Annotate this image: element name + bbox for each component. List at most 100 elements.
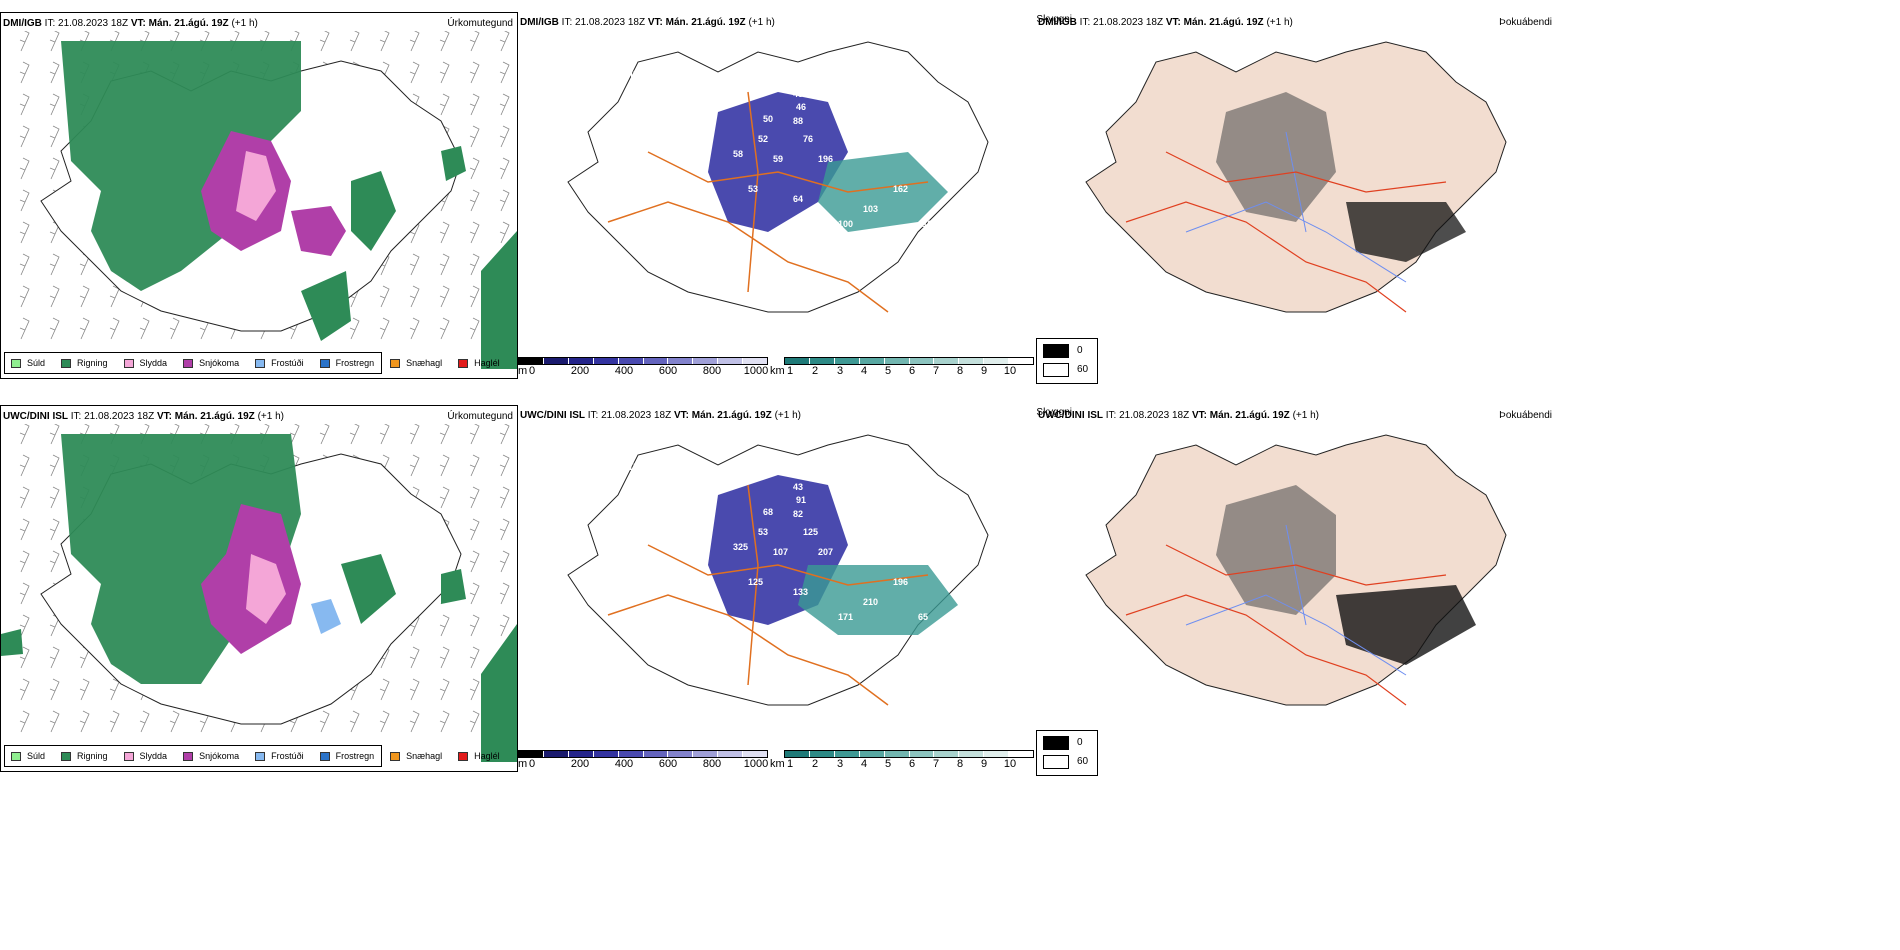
wind-barb [499,93,510,116]
wind-barb [19,189,30,212]
precip-map-2 [1,424,517,762]
wind-barb [409,317,420,340]
wind-barb [19,31,30,52]
legend-swatch [183,751,194,761]
visibility-value: 30 [848,517,858,527]
wind-barb [469,550,480,573]
legend-item-sleet: Slydda [123,358,168,368]
legend-item-freezing-drizzle: Frostúði [255,358,304,368]
wind-barb [49,285,60,308]
wind-barb [49,157,60,180]
wind-barb [109,710,120,733]
header-fog-2: UWC/DINI ISL IT: 21.08.2023 18Z VT: Mán.… [1038,410,1319,421]
wind-barb [379,31,390,52]
visibility-value: 17 [608,184,618,194]
wind-barb [409,710,420,733]
wind-barb [469,157,480,180]
fog-panel-1: DMI/IGB IT: 21.08.2023 18Z VT: Mán. 21.á… [1036,12,1556,379]
legend-label: Slydda [139,358,168,368]
wind-barb [499,189,510,212]
visibility-value: 51 [608,462,618,472]
visibility-value: 21 [948,502,958,512]
wind-barb [469,221,480,244]
visibility-value: 51 [858,94,868,104]
visibility-value: 53 [748,184,758,194]
fog-legend-1: 0 60 [1036,338,1098,384]
legend-label: Súld [27,751,46,761]
visibility-value: 15 [628,462,638,472]
legend-swatch [123,751,134,761]
legend-swatch [458,751,469,761]
wind-barb [499,221,510,244]
wind-barb [19,646,30,669]
wind-barb [439,253,450,276]
visibility-value: 88 [793,116,803,126]
fog-legend-2: 0 60 [1036,730,1098,776]
visibility-value: 186 [878,537,893,547]
legend-swatch [11,358,21,368]
wind-barb [319,710,330,733]
wind-barb [499,582,510,605]
wind-barb [49,31,60,52]
wind-barb [49,454,60,477]
wind-barb [319,31,330,52]
low-visibility-area [708,92,848,232]
wind-barb [409,454,420,477]
wind-barb [49,518,60,541]
visibility-value: 213 [793,224,808,234]
wind-barb [439,710,450,733]
wind-barb [19,125,30,148]
precip-title: Úrkomutegund [447,18,513,29]
visibility-value: 197 [943,224,958,234]
roads [607,484,929,706]
wind-barb [19,518,30,541]
visibility-value: 24 [938,677,948,687]
wind-barb [139,317,150,340]
legend-swatch [319,751,330,761]
legend-label: Rigning [77,358,108,368]
wind-barb [49,317,60,340]
visibility-value: 325 [733,542,748,552]
rivers [1185,524,1407,676]
wind-barb [19,253,30,276]
legend-swatch [183,358,194,368]
legend-item-rain: Rigning [61,358,108,368]
legend-swatch [458,358,469,368]
legend-item-hail: Haglél [458,751,500,761]
wind-barb [439,486,450,509]
rain-south [301,231,517,369]
visibility-value: 133 [793,587,808,597]
wind-barb [439,61,450,84]
wind-barb [469,486,480,509]
wind-barb [469,710,480,733]
visibility-title: Skyggni [1036,407,1072,418]
legend-swatch [390,358,401,368]
visibility-value: 59 [773,154,783,164]
wind-barb [439,93,450,116]
visibility-value: 151 [793,617,808,627]
visibility-value: 93 [878,144,888,154]
visibility-value: 76 [803,134,813,144]
wind-barb [379,285,390,308]
fog-shade-2 [1336,585,1476,665]
legend-item-snow: Snjókoma [183,751,239,761]
legend-item-freezing-rain: Frostregn [319,358,374,368]
visibility-area-teal [818,152,948,232]
visibility-value: 100 [838,219,853,229]
wind-barb [439,285,450,308]
wind-barb [79,710,90,733]
wind-barb [499,614,510,637]
wind-barb [499,550,510,573]
wind-barb [469,678,480,701]
precip-title: Úrkomutegund [447,411,513,422]
precip-legend: Súld Rigning Slydda Snjókoma Frostúði Frostre… [4,352,500,374]
visibility-panel-1: DMI/IGB IT: 21.08.2023 18Z VT: Mán. 21.á… [518,12,1072,379]
visibility-value: 97 [648,94,658,104]
visibility-value: 86 [943,617,953,627]
wind-barb [49,646,60,669]
wind-barb [79,678,90,701]
wind-barb [169,317,180,340]
wind-barb [19,157,30,180]
wind-barb [109,317,120,340]
